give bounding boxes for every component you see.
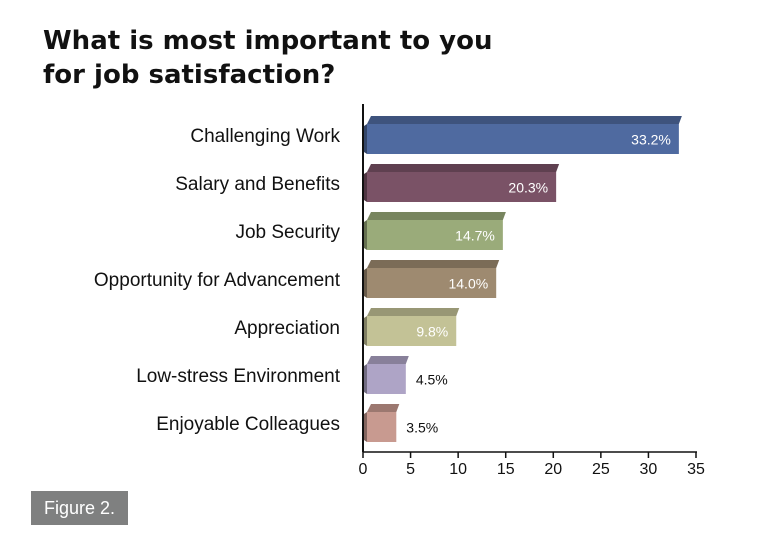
bar-side-face — [364, 220, 367, 250]
x-tick-label: 30 — [640, 461, 658, 478]
bar-top-face — [367, 308, 460, 316]
value-label: 4.5% — [416, 372, 448, 388]
chart-title-line-2: for job satisfaction? — [43, 60, 336, 90]
bar — [367, 364, 406, 394]
bar — [367, 268, 497, 298]
bar-side-face — [364, 124, 367, 154]
x-tick-label: 10 — [449, 461, 467, 478]
category-label: Challenging Work — [190, 126, 340, 147]
bar-top-face — [367, 356, 409, 364]
figure-label: Figure 2. — [31, 491, 128, 525]
bar-top-face — [367, 212, 506, 220]
category-label: Opportunity for Advancement — [94, 270, 341, 291]
bar-side-face — [364, 268, 367, 298]
value-label: 14.7% — [455, 228, 495, 244]
bar-side-face — [364, 364, 367, 394]
x-tick-label: 15 — [497, 461, 515, 478]
bar — [367, 412, 397, 442]
chart-title: What is most important to you for job sa… — [43, 24, 563, 92]
bar-side-face — [364, 316, 367, 346]
value-label: 14.0% — [448, 276, 488, 292]
bar — [367, 172, 557, 202]
value-label: 33.2% — [631, 132, 671, 148]
bar-top-face — [367, 164, 560, 172]
x-tick-label: 0 — [359, 461, 368, 478]
category-label: Job Security — [235, 222, 340, 243]
x-tick-label: 35 — [687, 461, 705, 478]
x-tick-label: 5 — [406, 461, 415, 478]
bar — [367, 220, 503, 250]
chart-title-line-1: What is most important to you — [43, 26, 493, 56]
x-tick-label: 20 — [544, 461, 562, 478]
x-tick-label: 25 — [592, 461, 610, 478]
bar-top-face — [367, 260, 500, 268]
category-label: Low-stress Environment — [136, 366, 341, 387]
value-label: 9.8% — [416, 324, 448, 340]
category-label: Salary and Benefits — [175, 174, 340, 195]
bar-side-face — [364, 412, 367, 442]
category-label: Enjoyable Colleagues — [156, 414, 340, 435]
bar-top-face — [367, 116, 682, 124]
category-label: Appreciation — [234, 318, 340, 339]
bar — [367, 124, 679, 154]
bar-side-face — [364, 172, 367, 202]
value-label: 20.3% — [508, 180, 548, 196]
value-label: 3.5% — [406, 420, 438, 436]
bar — [367, 316, 457, 346]
bar-top-face — [367, 404, 400, 412]
